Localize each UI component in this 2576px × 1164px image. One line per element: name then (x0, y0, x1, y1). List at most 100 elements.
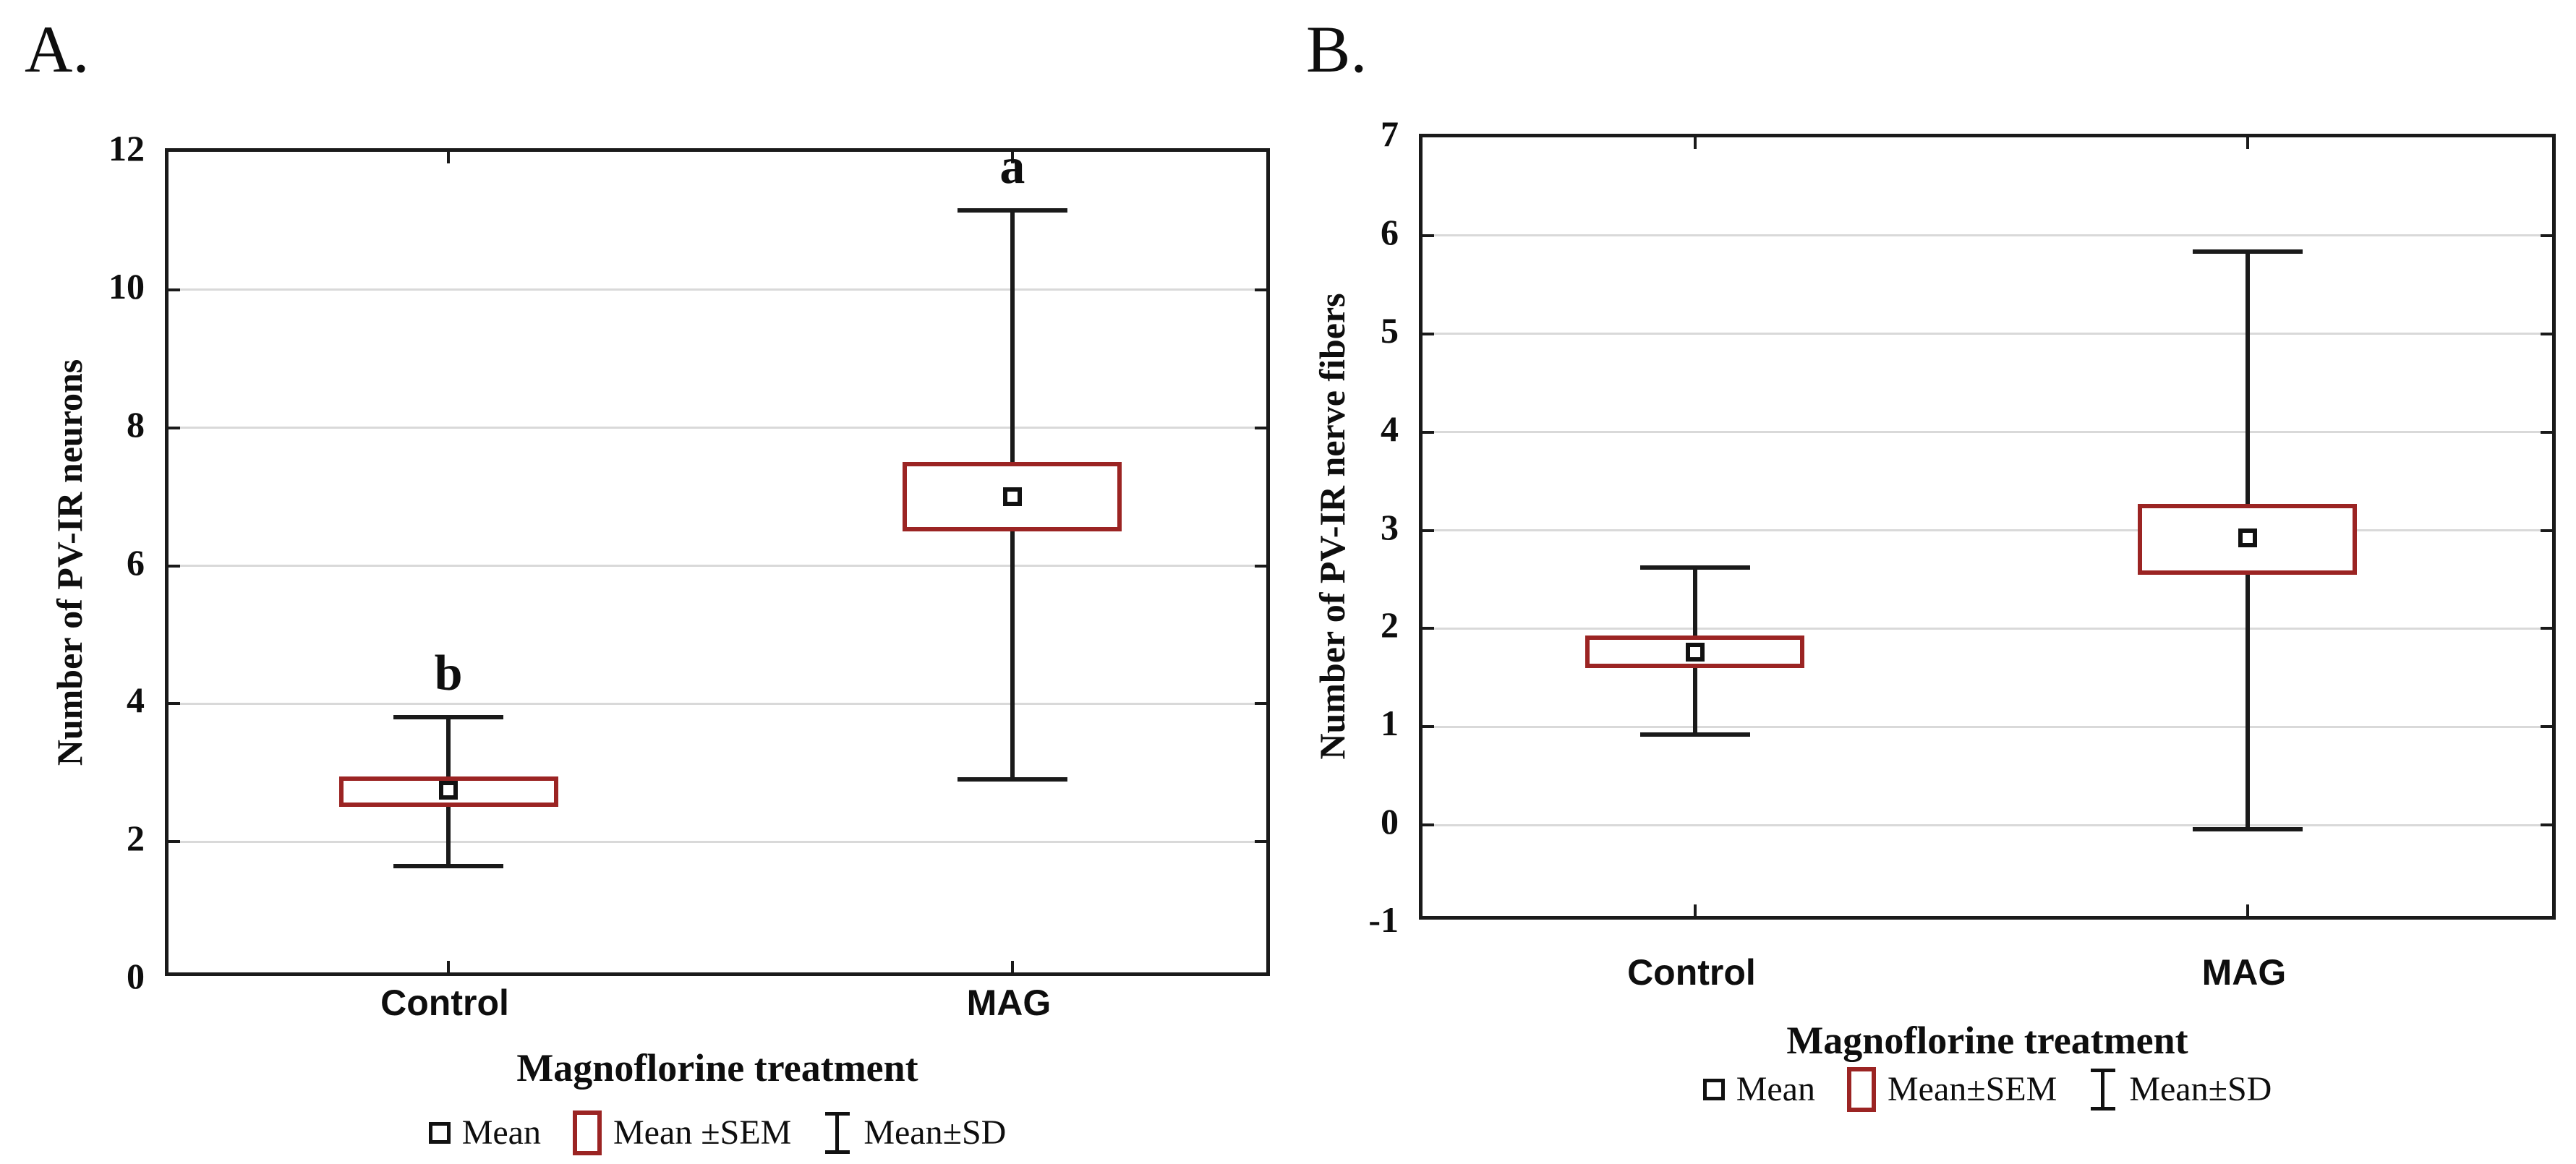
legend: Mean Mean ±SEM Mean±SD (165, 1110, 1270, 1155)
y-tick-mark (2541, 234, 2552, 237)
sd-whisker-cap-top (393, 715, 504, 720)
legend-item: Mean (1702, 1072, 1815, 1107)
legend-label: Mean ±SEM (613, 1113, 792, 1152)
y-tick-mark (2541, 528, 2552, 532)
x-category-label: Control (1627, 952, 1756, 993)
sd-whisker-cap (2091, 1107, 2116, 1110)
y-tick-mark (2541, 725, 2552, 729)
legend-label: Mean±SD (863, 1113, 1007, 1152)
sd-whisker-icon (2089, 1069, 2117, 1110)
x-axis-title: Magnoflorine treatment (516, 1046, 918, 1090)
sem-box-icon (1846, 1067, 1876, 1112)
sd-whisker-cap-bottom (1639, 732, 1750, 737)
y-tick-mark (2541, 430, 2552, 434)
y-tick-label: -1 (1368, 899, 1399, 940)
gridline (1423, 627, 2552, 630)
y-tick-label: 6 (1381, 211, 1399, 252)
sem-box-icon (572, 1110, 602, 1155)
sd-whisker-cap-top (2192, 249, 2303, 254)
y-tick-mark (169, 840, 180, 844)
y-tick-mark (1255, 426, 1266, 429)
y-tick-mark (1423, 430, 1434, 434)
y-tick-label: 7 (1381, 114, 1399, 154)
gridline (1423, 529, 2552, 531)
legend: Mean Mean±SEM Mean±SD (1419, 1067, 2556, 1112)
sd-whisker-cap (825, 1112, 850, 1116)
sd-whisker-bar (835, 1112, 840, 1154)
y-tick-mark (169, 288, 180, 291)
y-tick-mark (1423, 823, 1434, 827)
sd-whisker-cap-bottom (393, 863, 504, 868)
y-tick-mark (1423, 725, 1434, 729)
legend-label: Mean±SEM (1887, 1070, 2057, 1108)
legend-label: Mean (461, 1113, 541, 1152)
gridline (1423, 431, 2552, 434)
sd-whisker-cap-top (957, 208, 1067, 213)
y-tick-label: 1 (1381, 703, 1399, 744)
x-tick-mark (1693, 904, 1697, 916)
sd-whisker-cap (825, 1150, 850, 1154)
y-tick-mark (2541, 627, 2552, 630)
mean-marker (439, 780, 459, 800)
y-tick-label: 2 (127, 818, 145, 859)
x-tick-mark (1693, 137, 1697, 149)
x-tick-mark (2246, 137, 2249, 149)
legend-item: Mean ±SEM (572, 1110, 792, 1155)
legend-item: Mean±SD (2089, 1069, 2272, 1110)
x-tick-mark (1010, 961, 1014, 972)
y-tick-mark (2541, 332, 2552, 335)
y-tick-mark (1423, 528, 1434, 532)
mean-marker (1685, 642, 1705, 662)
y-tick-label: 4 (1381, 408, 1399, 449)
gridline (1423, 823, 2552, 826)
y-tick-mark (1255, 288, 1266, 291)
y-tick-label: 3 (1381, 506, 1399, 547)
y-tick-label: 8 (127, 403, 145, 445)
panel-label-a: A. (25, 12, 90, 86)
gridline (169, 288, 1266, 291)
y-tick-mark (169, 426, 180, 429)
sd-whisker-bar (2101, 1069, 2105, 1110)
legend-label: Mean±SD (2129, 1070, 2272, 1108)
x-tick-mark (1010, 152, 1014, 163)
legend-item: Mean±SEM (1846, 1067, 2057, 1112)
gridline (1423, 234, 2552, 237)
sd-whisker-cap-bottom (957, 777, 1067, 782)
plot-area (1419, 134, 2556, 920)
panel-label-b: B. (1306, 12, 1368, 86)
gridline (169, 565, 1266, 567)
legend-item: Mean (428, 1113, 541, 1152)
x-category-label: MAG (966, 983, 1052, 1023)
sd-whisker-cap (2091, 1069, 2116, 1072)
mean-marker (1002, 487, 1022, 507)
y-tick-label: 4 (127, 680, 145, 721)
y-tick-label: 2 (1381, 604, 1399, 646)
y-tick-label: 6 (127, 542, 145, 583)
y-tick-mark (1255, 702, 1266, 706)
y-tick-mark (169, 564, 180, 568)
x-tick-mark (2246, 904, 2249, 916)
y-tick-mark (1423, 234, 1434, 237)
x-axis-title: Magnoflorine treatment (1786, 1019, 2188, 1062)
y-tick-label: 5 (1381, 309, 1399, 351)
significance-letter: a (999, 139, 1025, 195)
y-tick-label: 12 (108, 128, 145, 168)
gridline (1423, 333, 2552, 335)
x-tick-mark (447, 152, 451, 163)
y-tick-mark (2541, 823, 2552, 827)
mean-marker (2238, 528, 2257, 548)
sd-whisker-cap-bottom (2192, 826, 2303, 831)
y-tick-label: 0 (127, 956, 145, 996)
significance-letter: b (434, 646, 463, 702)
y-tick-mark (1423, 627, 1434, 630)
sem-box (1585, 635, 1805, 668)
gridline (169, 840, 1266, 843)
x-category-label: MAG (2201, 952, 2287, 993)
y-tick-mark (169, 702, 180, 706)
y-tick-mark (1423, 332, 1434, 335)
gridline (169, 427, 1266, 429)
